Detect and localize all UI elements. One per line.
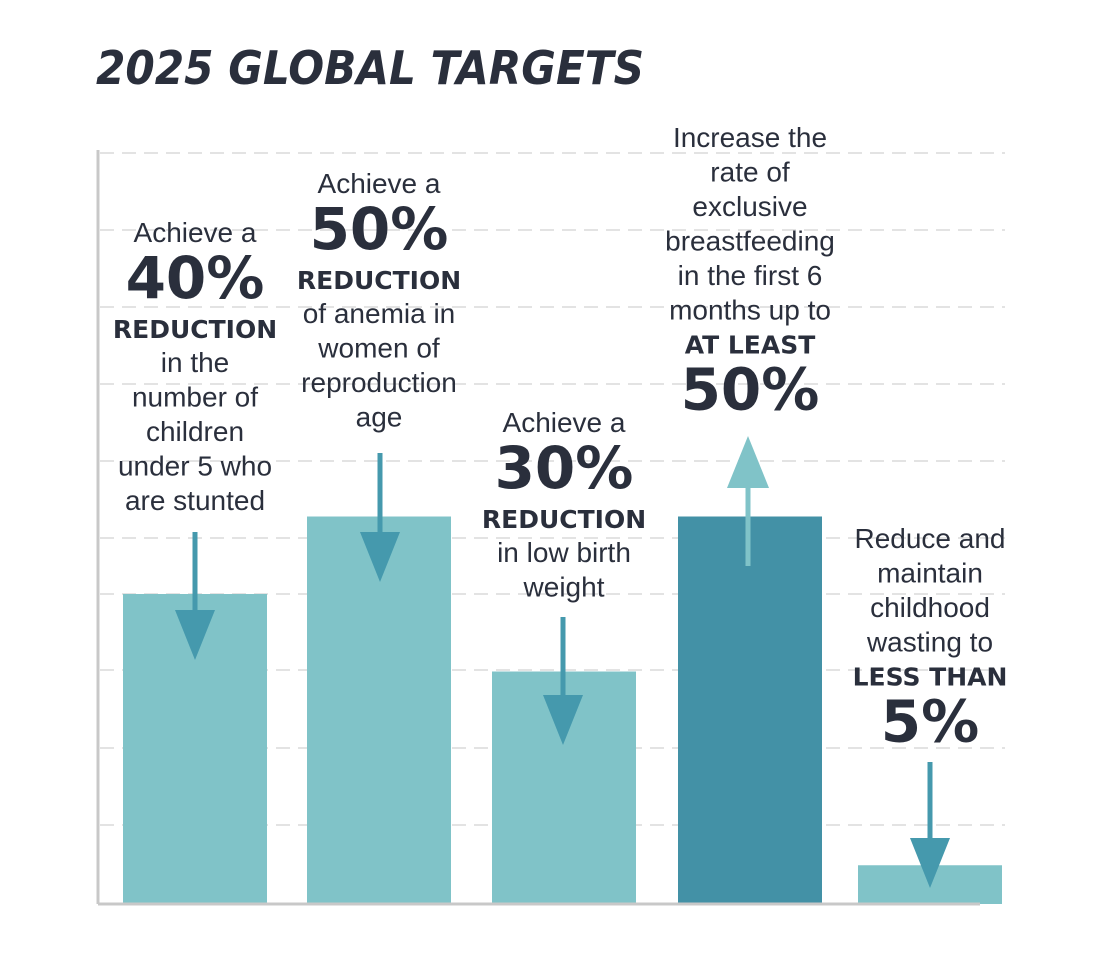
arrows [175,436,950,888]
bar-1-label-1: 50% [310,195,449,263]
bar-1-label-2: REDUCTION [297,266,461,295]
bar-2-label-2: REDUCTION [482,505,646,534]
bar-3-label-1: rate of [710,157,790,188]
bar-1-label-6: age [356,402,403,433]
bar-3-label-2: exclusive [692,191,807,222]
bar-4-label-0: Reduce and [854,523,1005,554]
arrow-head-2 [543,695,583,745]
bar-0-label-3: in the [161,347,230,378]
bar-3-label-7: 50% [681,356,820,424]
arrow-head-1 [360,532,400,582]
bar-4-label-4: LESS THAN [853,663,1008,692]
bar-0-label-7: are stunted [125,485,265,516]
bar-1 [307,516,451,904]
bar-4-label-3: wasting to [866,627,993,658]
bar-2-label-1: 30% [495,434,634,502]
bar-0-label-6: under 5 who [118,451,272,482]
bar-1-label-0: Achieve a [318,168,441,199]
bar-0-label-1: 40% [126,244,265,312]
chart-title: 2025 GLOBAL TARGETS [96,41,644,95]
bar-3-label-0: Increase the [673,122,827,153]
bar-2-label-3: in low birth [497,537,631,568]
arrow-head-0 [175,610,215,660]
bar-1-label-5: reproduction [301,367,457,398]
bar-4-label-5: 5% [881,688,979,756]
bar-0-label-0: Achieve a [134,217,257,248]
bar-3 [678,516,822,904]
arrow-head-4 [910,838,950,888]
bar-2-label-0: Achieve a [503,407,626,438]
bar-0-label-2: REDUCTION [113,315,277,344]
bar-0-label-4: number of [132,382,258,413]
arrow-head-3 [727,436,769,488]
bar-0-label-5: children [146,416,244,447]
bar-4-label-1: maintain [877,558,983,589]
bar-3-label-4: in the first 6 [678,260,823,291]
bar-3-label-5: months up to [669,295,831,326]
bar-3-label-3: breastfeeding [665,226,835,257]
bar-2-label-4: weight [523,572,605,603]
bar-1-label-4: women of [317,333,440,364]
bar-1-label-3: of anemia in [303,298,456,329]
bar-4-label-2: childhood [870,592,990,623]
bar-3-label-6: AT LEAST [685,331,816,360]
